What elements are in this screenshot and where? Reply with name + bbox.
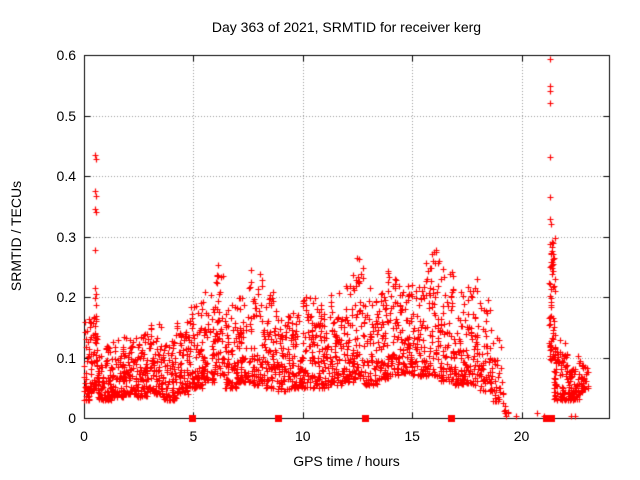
x-tick-label: 0: [80, 428, 88, 444]
y-tick-label: 0.2: [56, 289, 76, 305]
x-axis-label: GPS time / hours: [293, 453, 400, 469]
x-tick-label: 20: [513, 428, 530, 444]
y-tick-label: 0.6: [56, 47, 76, 63]
chart-title: Day 363 of 2021, SRMTID for receiver ker…: [211, 19, 482, 35]
y-tick-label: 0.4: [56, 168, 76, 184]
x-tick-label: 15: [404, 428, 420, 444]
y-tick-label: 0.1: [56, 349, 76, 366]
y-tick-label: 0: [68, 410, 76, 426]
y-tick-label: 0.5: [56, 107, 76, 124]
x-tick-label: 10: [294, 428, 311, 444]
x-tick-label: 5: [189, 428, 198, 444]
y-tick-label: 0.3: [56, 228, 76, 245]
y-axis-label: SRMTID / TECUs: [8, 180, 24, 292]
